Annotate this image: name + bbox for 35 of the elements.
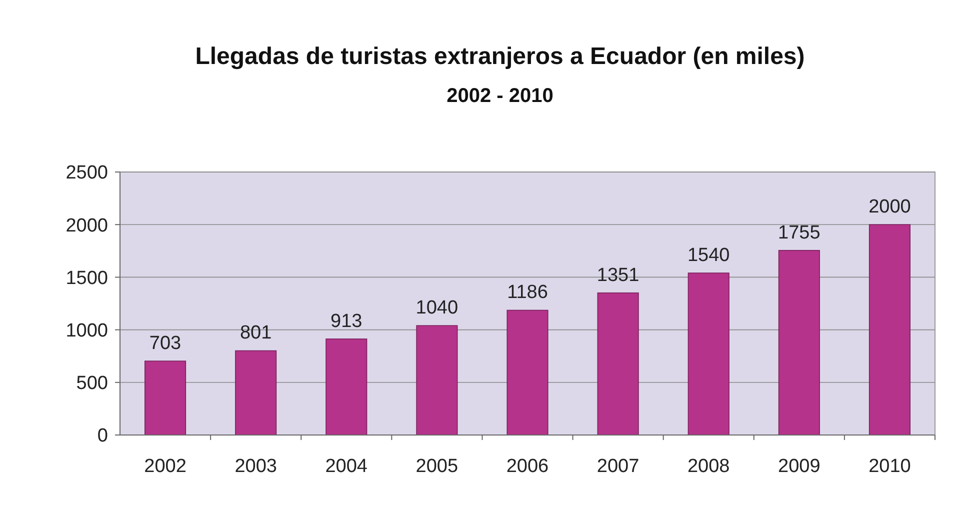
x-tick-label: 2010 xyxy=(868,456,911,477)
bar xyxy=(688,272,730,436)
data-label: 1186 xyxy=(507,282,548,304)
bar xyxy=(235,350,277,436)
bar xyxy=(597,292,639,436)
x-tick-label: 2009 xyxy=(778,456,820,477)
bar xyxy=(778,250,820,436)
chart-subtitle: 2002 - 2010 xyxy=(446,85,554,107)
y-tick-label: 1000 xyxy=(66,320,108,342)
data-label: 1540 xyxy=(687,244,730,266)
bar xyxy=(144,360,186,436)
data-label: 703 xyxy=(149,333,182,354)
x-tick-label: 2003 xyxy=(234,456,277,477)
y-tick-label: 0 xyxy=(97,426,108,447)
y-tick-label: 2000 xyxy=(66,215,108,236)
data-label: 2000 xyxy=(868,196,911,218)
bar xyxy=(868,224,910,436)
x-tick-label: 2008 xyxy=(687,456,730,477)
data-label: 801 xyxy=(240,322,272,344)
x-tick-label: 2006 xyxy=(506,456,549,477)
chart-title: Llegadas de turistas extranjeros a Ecuador (en miles) xyxy=(195,43,805,70)
data-label: 1040 xyxy=(416,298,458,319)
data-label: 1755 xyxy=(778,222,820,244)
bar xyxy=(506,310,548,436)
y-tick-label: 500 xyxy=(76,373,108,394)
x-tick-label: 2005 xyxy=(416,456,458,477)
bar xyxy=(416,325,458,436)
data-label: 913 xyxy=(330,310,362,332)
bar xyxy=(326,338,368,436)
y-tick-label: 2500 xyxy=(66,162,108,184)
x-tick-label: 2007 xyxy=(596,456,640,477)
y-tick-label: 1500 xyxy=(66,268,108,289)
x-tick-label: 2002 xyxy=(144,456,186,477)
x-tick-label: 2004 xyxy=(325,456,368,477)
data-label: 1351 xyxy=(596,264,640,286)
